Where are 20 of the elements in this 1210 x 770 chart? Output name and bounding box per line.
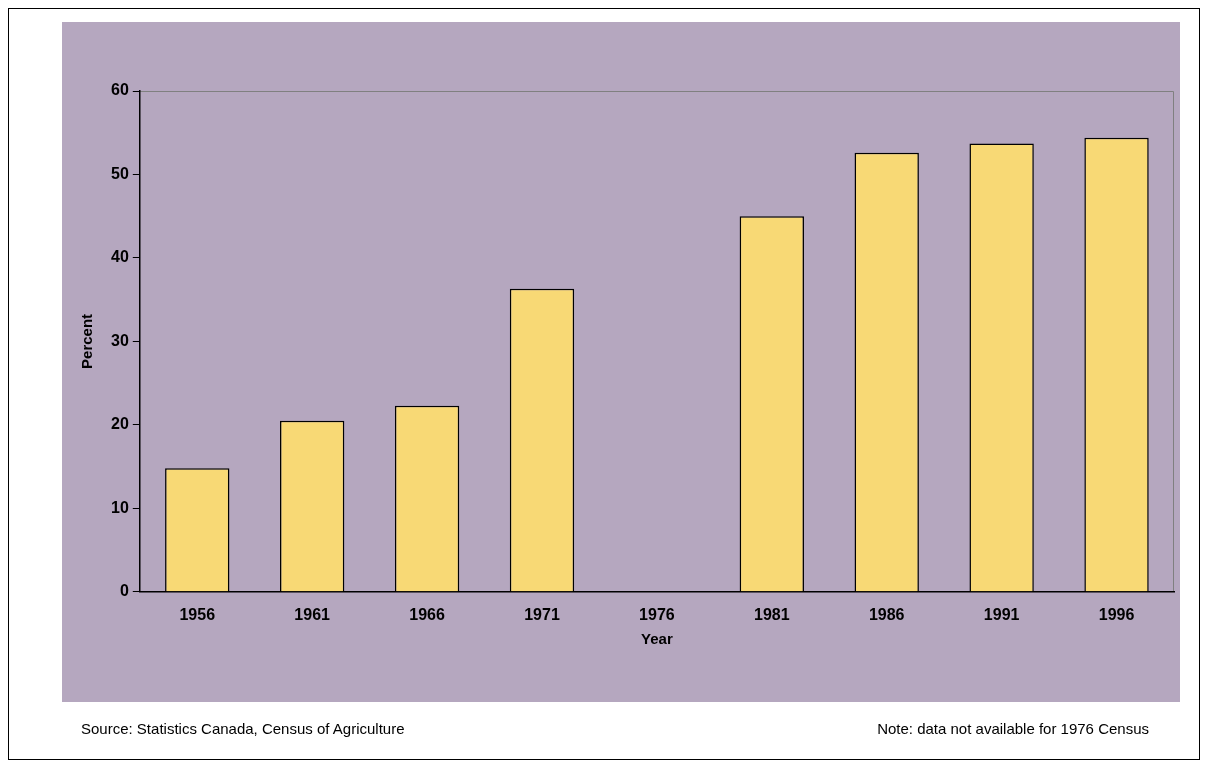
y-tick-label: 20	[111, 415, 129, 433]
x-tick-label: 1981	[754, 605, 790, 623]
x-tick-label: 1996	[1098, 605, 1135, 623]
x-tick-label: 1961	[294, 605, 331, 623]
source-note: Source: Statistics Canada, Census of Agriculture	[81, 720, 405, 737]
y-tick-label: 50	[111, 164, 129, 182]
x-tick-label: 1956	[179, 605, 216, 623]
y-tick-label: 0	[119, 582, 129, 600]
x-tick-label: 1986	[868, 605, 905, 623]
x-tick-label: 1966	[409, 605, 445, 623]
y-tick-label: 60	[111, 81, 129, 99]
y-tick-label: 40	[111, 248, 129, 266]
x-tick-label: 1976	[639, 605, 675, 623]
text: Note: data not available for 1976 Census	[877, 720, 1149, 737]
y-tick-label: 30	[111, 331, 129, 349]
x-axis-title: Year	[641, 630, 673, 648]
x-tick-label: 1991	[983, 605, 1020, 623]
x-tick-label: 1971	[524, 605, 560, 623]
y-tick-label: 10	[111, 498, 129, 516]
y-axis-title: Percent	[78, 313, 96, 369]
